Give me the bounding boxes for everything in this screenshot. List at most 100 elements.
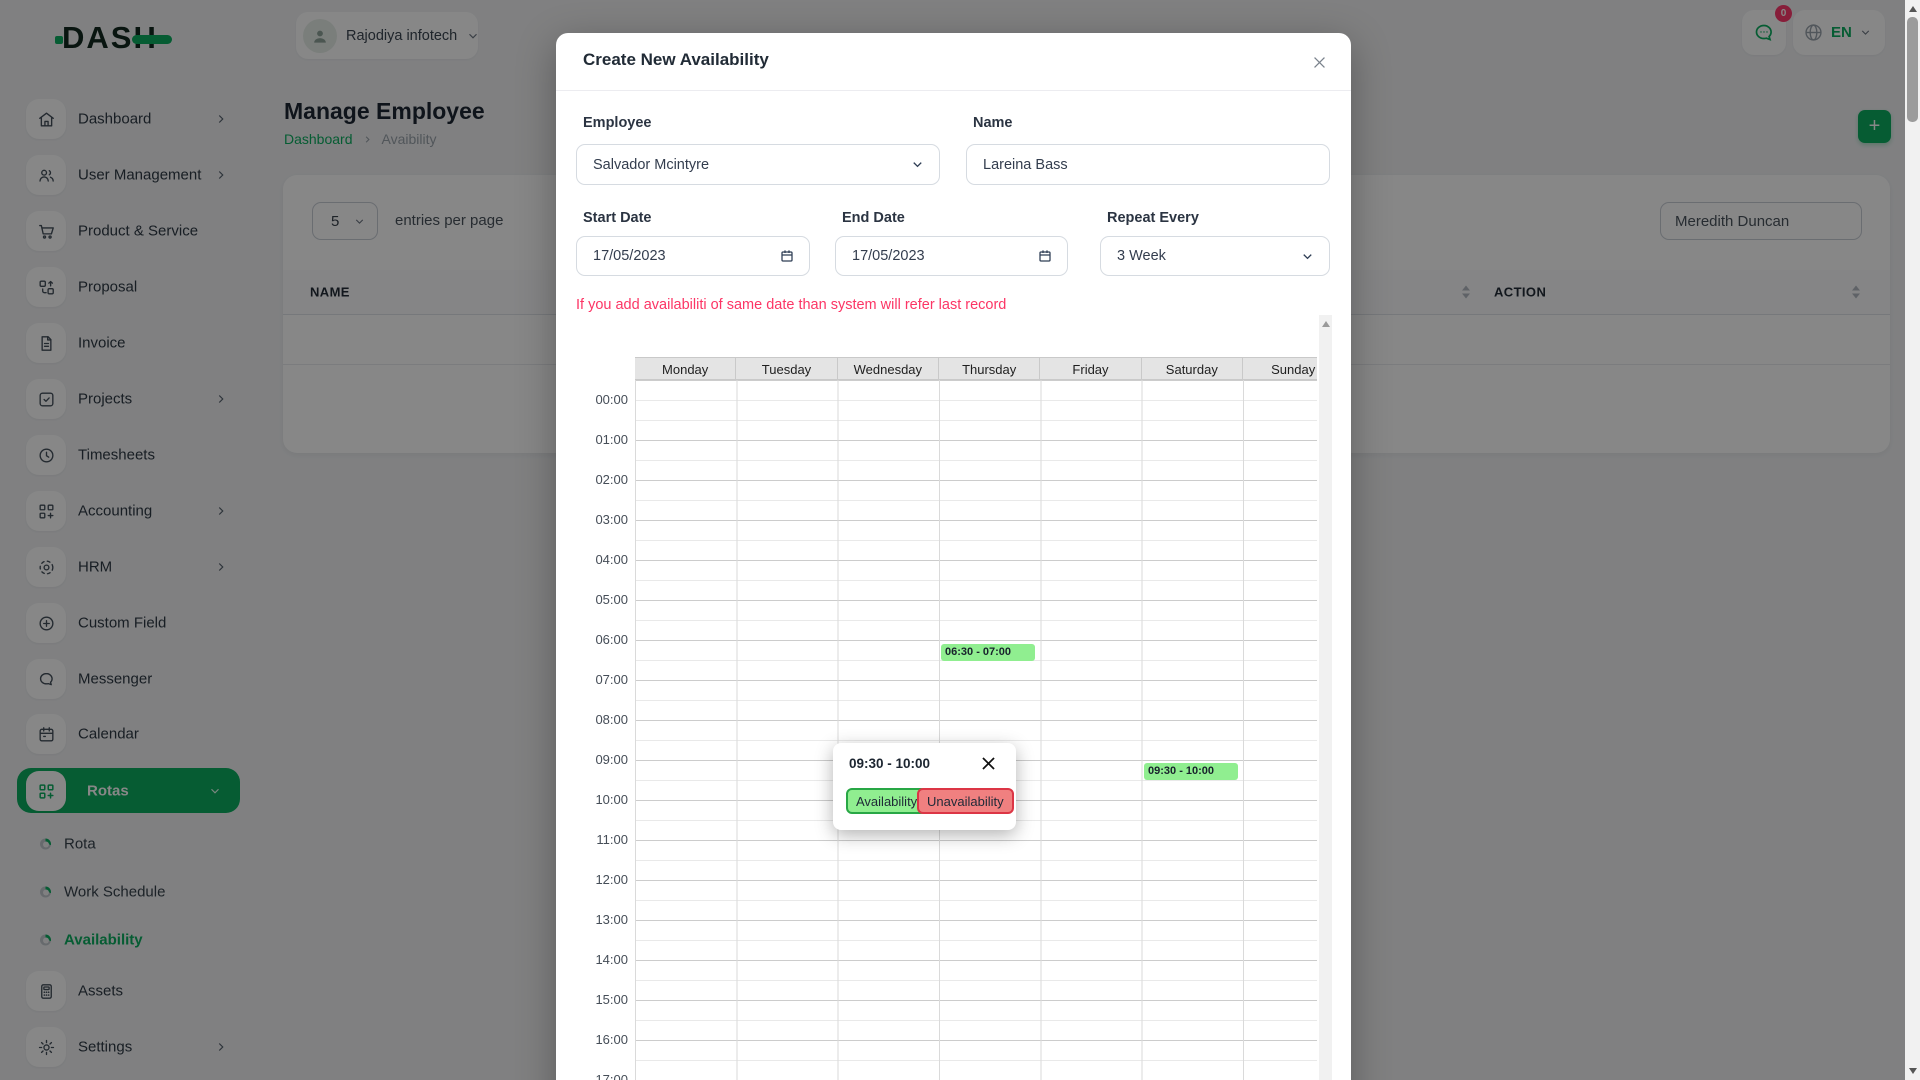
close-icon[interactable] (975, 750, 1001, 776)
employee-label: Employee (583, 115, 652, 131)
sidebar-item-label: Dashboard (78, 110, 152, 128)
slot-popup-title: 09:30 - 10:00 (849, 756, 931, 771)
sidebar-item-label: Rotas (87, 782, 129, 799)
availability-button[interactable]: Availability (846, 788, 928, 814)
slot-popup: 09:30 - 10:00 Availability Unavailabilit… (833, 743, 1016, 830)
sidebar-item-projects[interactable]: Projects (0, 379, 260, 419)
sidebar-item-label: Timesheets (78, 446, 155, 464)
time-label: 16:00 (595, 1032, 628, 1047)
calendar-day-header: Monday Tuesday Wednesday Thursday Friday… (635, 357, 1317, 380)
sidebar-item-product-service[interactable]: Product & Service (0, 211, 260, 251)
scroll-down-icon[interactable] (1909, 1068, 1917, 1074)
page-scrollbar[interactable] (1905, 0, 1920, 1080)
time-label: 17:00 (595, 1072, 628, 1080)
company-avatar-icon (303, 18, 337, 53)
sidebar-item-invoice[interactable]: Invoice (0, 323, 260, 363)
status-dot-icon (40, 934, 51, 946)
search-input[interactable] (1660, 202, 1862, 240)
language-selector[interactable]: EN (1793, 10, 1885, 55)
notifications-button[interactable]: 0 (1742, 5, 1792, 55)
sidebar-item-messenger[interactable]: Messenger (0, 659, 260, 699)
breadcrumb-dashboard-link[interactable]: Dashboard (284, 131, 353, 147)
scroll-up-icon[interactable] (1322, 321, 1330, 327)
time-label: 09:00 (595, 752, 628, 767)
sidebar-item-rotas[interactable]: Rotas (17, 768, 240, 813)
sidebar-item-label: Assets (78, 982, 124, 1000)
name-input[interactable] (983, 156, 1315, 173)
time-label: 01:00 (595, 432, 628, 447)
status-dot-icon (40, 838, 51, 850)
sidebar-item-custom-field[interactable]: Custom Field (0, 603, 260, 643)
scrollbar-thumb[interactable] (1907, 17, 1918, 122)
rotas-grid-icon (26, 771, 66, 811)
sidebar-subitem-rota[interactable]: Rota (0, 832, 260, 856)
chevron-down-icon (1859, 26, 1872, 39)
sidebar-item-hrm[interactable]: HRM (0, 547, 260, 587)
app-logo: DASH (55, 20, 172, 56)
sidebar-subitem-label: Availability (64, 931, 143, 949)
calculator-icon (26, 971, 66, 1011)
day-header-saturday: Saturday (1141, 358, 1243, 379)
sidebar-item-label: Proposal (78, 278, 138, 296)
chevron-right-icon (214, 392, 228, 406)
hrm-target-icon (26, 547, 66, 587)
sidebar-item-timesheets[interactable]: Timesheets (0, 435, 260, 475)
availability-event-thursday[interactable]: 06:30 - 07:00 (941, 644, 1035, 661)
chevron-down-icon (353, 215, 366, 228)
sort-icon[interactable] (1462, 285, 1470, 299)
company-selector[interactable]: Rajodiya infotech (296, 12, 478, 59)
sidebar-item-label: HRM (78, 558, 113, 576)
sidebar-item-dashboard[interactable]: Dashboard (0, 99, 260, 139)
modal-title: Create New Availability (583, 50, 769, 69)
time-label: 02:00 (595, 472, 628, 487)
chevron-down-icon (1300, 249, 1315, 264)
sidebar-item-label: Settings (78, 1038, 133, 1056)
sidebar-subitem-availability[interactable]: Availability (0, 928, 260, 952)
calendar-picker-icon[interactable] (779, 248, 795, 264)
sidebar-item-user-management[interactable]: User Management (0, 155, 260, 195)
end-date-input[interactable]: 17/05/2023 (835, 236, 1068, 276)
company-name: Rajodiya infotech (346, 27, 458, 44)
clock-icon (26, 435, 66, 475)
add-availability-button[interactable]: + (1858, 110, 1891, 143)
name-input-wrap (966, 144, 1330, 185)
notification-badge: 0 (1775, 5, 1792, 22)
time-label: 04:00 (595, 552, 628, 567)
sort-icon[interactable] (1852, 285, 1860, 299)
sidebar-item-accounting[interactable]: Accounting (0, 491, 260, 531)
time-label: 13:00 (595, 912, 628, 927)
sidebar-subitem-work-schedule[interactable]: Work Schedule (0, 880, 260, 904)
time-label: 03:00 (595, 512, 628, 527)
calendar-scrollbar[interactable] (1319, 315, 1332, 1080)
sidebar-item-label: Calendar (78, 725, 139, 743)
availability-event-saturday[interactable]: 09:30 - 10:00 (1144, 763, 1238, 780)
sidebar-item-proposal[interactable]: Proposal (0, 267, 260, 307)
column-header-name: NAME (310, 284, 350, 300)
breadcrumb: Dashboard Avaibility (284, 131, 437, 147)
sidebar-item-settings[interactable]: Settings (0, 1027, 260, 1067)
name-label: Name (973, 115, 1013, 131)
entries-per-page-select[interactable]: 5 (312, 202, 378, 240)
calendar-week-grid[interactable]: 06:30 - 07:00 09:30 - 10:00 (635, 380, 1317, 1080)
divider (556, 90, 1351, 91)
proposal-icon (26, 267, 66, 307)
day-header-friday: Friday (1040, 358, 1142, 379)
employee-select[interactable]: Salvador Mcintyre (576, 144, 940, 185)
calendar-picker-icon[interactable] (1037, 248, 1053, 264)
time-label: 07:00 (595, 672, 628, 687)
plus-circle-icon (26, 603, 66, 643)
sidebar-item-label: Invoice (78, 334, 126, 352)
time-label: 06:00 (595, 632, 628, 647)
entries-value: 5 (331, 212, 340, 230)
scroll-up-icon[interactable] (1909, 6, 1917, 12)
close-icon[interactable] (1305, 48, 1333, 76)
repeat-every-select[interactable]: 3 Week (1100, 236, 1330, 276)
check-square-icon (26, 379, 66, 419)
repeat-every-value: 3 Week (1117, 248, 1166, 264)
sidebar-item-assets[interactable]: Assets (0, 971, 260, 1011)
unavailability-button[interactable]: Unavailability (917, 788, 1014, 814)
column-header-action: ACTION (1494, 284, 1547, 300)
start-date-input[interactable]: 17/05/2023 (576, 236, 810, 276)
sidebar-item-calendar[interactable]: Calendar (0, 714, 260, 754)
